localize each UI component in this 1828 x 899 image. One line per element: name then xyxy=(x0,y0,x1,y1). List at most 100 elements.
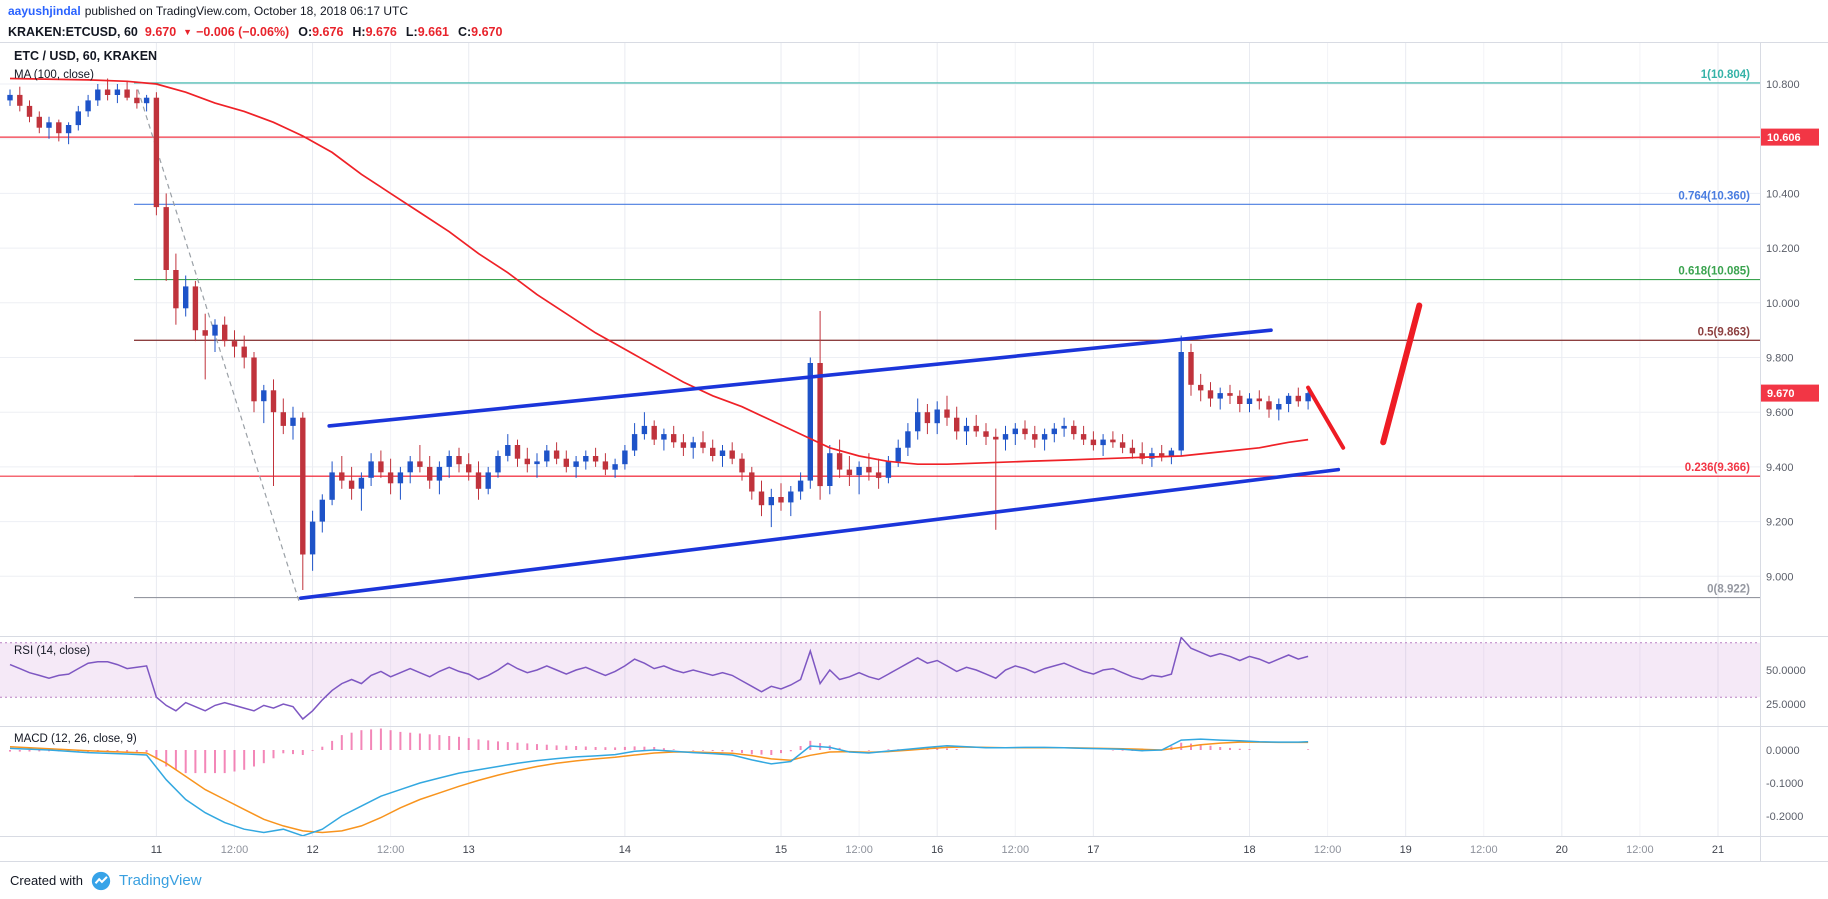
svg-text:21: 21 xyxy=(1712,844,1724,856)
candle xyxy=(143,97,150,104)
candle xyxy=(7,94,13,101)
svg-text:9.600: 9.600 xyxy=(1766,407,1794,419)
svg-text:12:00: 12:00 xyxy=(1626,844,1654,856)
candle xyxy=(387,472,394,484)
svg-text:9.400: 9.400 xyxy=(1766,462,1794,474)
candle xyxy=(56,122,62,134)
fib-labels: 1(10.804) 0.764(10.360) 0.618(10.085) 0.5(9… xyxy=(1678,69,1750,596)
svg-text:14: 14 xyxy=(619,844,631,856)
candle xyxy=(427,466,433,481)
candle xyxy=(963,425,970,432)
tradingview-logo-icon[interactable] xyxy=(90,870,112,892)
candle xyxy=(934,409,940,424)
candle xyxy=(875,472,882,478)
attribution-line: aayushjindal published on TradingView.co… xyxy=(0,0,1828,21)
low-label: L: xyxy=(405,24,418,39)
candle xyxy=(417,461,423,467)
svg-text:12:00: 12:00 xyxy=(845,844,873,856)
candle xyxy=(114,89,121,95)
svg-text:12:00: 12:00 xyxy=(377,844,405,856)
time-axis[interactable]: 11 12:00 12 12:00 13 14 15 12:00 16 12:00 17 18 12:0… xyxy=(151,844,1724,856)
candle xyxy=(1217,393,1223,399)
candle xyxy=(329,472,335,500)
svg-text:ETC / USD, 60, KRAKEN: ETC / USD, 60, KRAKEN xyxy=(14,49,157,63)
candle xyxy=(661,434,667,440)
candle xyxy=(729,450,735,459)
svg-text:RSI (14, close): RSI (14, close) xyxy=(14,645,90,657)
candle xyxy=(95,89,101,101)
candle xyxy=(563,458,569,467)
candle xyxy=(202,330,208,336)
candle xyxy=(915,412,921,432)
candle xyxy=(378,461,384,473)
svg-text:18: 18 xyxy=(1243,844,1255,856)
svg-text:MACD (12, 26, close, 9): MACD (12, 26, close, 9) xyxy=(14,733,137,745)
candle xyxy=(1305,393,1311,402)
candle xyxy=(1246,398,1253,404)
candle xyxy=(183,286,189,309)
candle xyxy=(300,417,306,555)
candle xyxy=(85,100,91,112)
candle xyxy=(1002,434,1009,440)
symbol-title: KRAKEN:ETCUSD, 60 xyxy=(8,24,138,39)
candle xyxy=(1266,401,1272,410)
candle xyxy=(534,461,540,465)
candle xyxy=(436,466,443,481)
candle xyxy=(944,409,950,418)
tradingview-brand-link[interactable]: TradingView xyxy=(118,872,202,889)
rsi-pane: RSI (14, close) xyxy=(0,635,1760,721)
candle xyxy=(758,491,765,506)
candle xyxy=(895,447,901,462)
candle xyxy=(807,363,813,481)
chart-canvas[interactable]: RSI (14, close) 1(10.804) 0.764(10.360) 0.6… xyxy=(0,42,1828,862)
candle xyxy=(407,461,413,473)
svg-text:50.0000: 50.0000 xyxy=(1766,665,1806,677)
candle xyxy=(1149,453,1155,459)
svg-text:MA (100, close): MA (100, close) xyxy=(14,69,94,81)
candle xyxy=(1022,428,1028,435)
svg-text:-0.2000: -0.2000 xyxy=(1766,811,1803,823)
candle xyxy=(26,105,33,117)
candle xyxy=(163,207,169,270)
candle xyxy=(309,521,316,555)
candle xyxy=(1256,398,1262,402)
candle xyxy=(1207,390,1214,399)
candle xyxy=(348,480,355,489)
candle xyxy=(954,417,960,432)
candle xyxy=(973,425,979,432)
candle xyxy=(983,431,989,437)
candle xyxy=(797,480,804,492)
candle xyxy=(1090,439,1097,446)
candle xyxy=(924,412,931,424)
svg-text:17: 17 xyxy=(1087,844,1099,856)
candle xyxy=(905,431,911,448)
candle xyxy=(651,425,657,440)
candle xyxy=(1227,393,1233,396)
candle xyxy=(339,472,345,481)
close-readout: C:9.670 xyxy=(458,25,502,39)
author-link[interactable]: aayushjindal xyxy=(8,3,81,18)
candle xyxy=(514,445,521,459)
svg-text:9.670: 9.670 xyxy=(1767,388,1795,400)
candle xyxy=(993,436,999,440)
candle xyxy=(856,466,862,476)
candle xyxy=(280,412,286,426)
candle xyxy=(690,442,696,448)
close-label: C: xyxy=(457,24,472,39)
candle xyxy=(817,363,823,487)
trend-channel xyxy=(298,328,1341,601)
candle xyxy=(573,461,579,467)
candle xyxy=(466,464,472,473)
candle xyxy=(319,499,325,522)
price-axis[interactable]: 10.80010.60010.40010.20010.0009.8009.600… xyxy=(1761,79,1819,823)
candle xyxy=(231,341,238,347)
chart-legend: ETC / USD, 60, KRAKEN MA (100, close) xyxy=(14,49,157,81)
candle xyxy=(456,456,462,465)
candle xyxy=(46,122,52,128)
fib-retracement-layer xyxy=(0,82,1760,599)
candle xyxy=(495,456,501,473)
candle xyxy=(1295,395,1301,402)
candle xyxy=(134,97,140,104)
candle xyxy=(1100,439,1106,446)
svg-text:0.236(9.366): 0.236(9.366) xyxy=(1685,462,1750,474)
